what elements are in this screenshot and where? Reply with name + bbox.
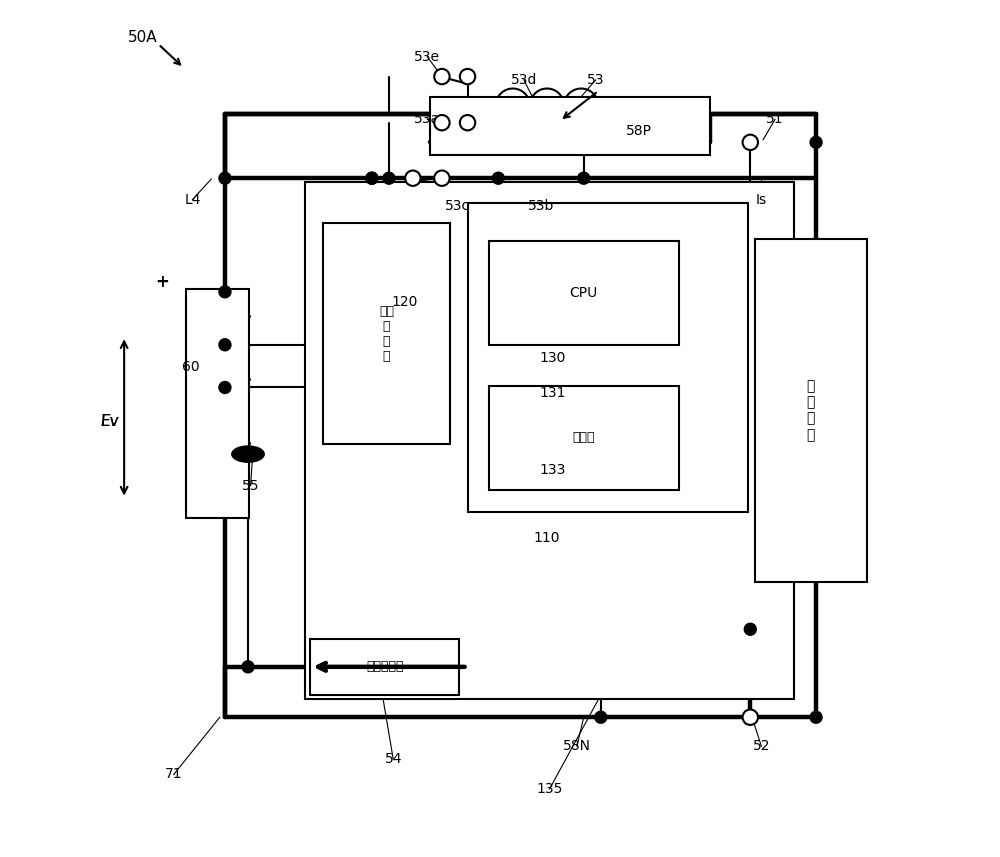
Circle shape (366, 172, 378, 184)
Text: 53e: 53e (414, 50, 440, 64)
Circle shape (492, 172, 504, 184)
Text: 53d: 53d (511, 73, 537, 87)
Bar (468, 203, 748, 512)
Circle shape (219, 286, 231, 297)
Text: 135: 135 (536, 782, 563, 796)
Text: Ev: Ev (100, 414, 119, 429)
Circle shape (366, 172, 378, 184)
Circle shape (383, 172, 395, 184)
Text: 60: 60 (182, 360, 200, 374)
Circle shape (743, 710, 758, 725)
Text: 50A: 50A (128, 30, 158, 45)
Text: +: + (156, 273, 170, 291)
Text: 120: 120 (391, 295, 418, 309)
Circle shape (810, 711, 822, 723)
Circle shape (434, 69, 450, 84)
Bar (305, 183, 794, 699)
Text: CPU: CPU (570, 285, 598, 300)
Bar (755, 239, 867, 582)
Text: Is: Is (756, 193, 767, 207)
Text: 54: 54 (384, 752, 402, 766)
Text: 52: 52 (753, 740, 770, 753)
Text: 电流检测部: 电流检测部 (366, 661, 403, 674)
Text: 53c: 53c (445, 200, 470, 213)
Text: L4: L4 (184, 193, 201, 207)
Circle shape (219, 172, 231, 184)
Bar (310, 639, 459, 695)
Text: 110: 110 (534, 530, 560, 545)
Bar (489, 241, 679, 345)
Text: 133: 133 (540, 463, 566, 476)
Text: 58N: 58N (563, 740, 591, 753)
Circle shape (460, 115, 475, 130)
Text: 71: 71 (165, 768, 182, 782)
Bar (430, 97, 710, 155)
Bar (489, 386, 679, 490)
Text: 53: 53 (587, 73, 604, 87)
Bar (186, 290, 249, 518)
Circle shape (595, 711, 607, 723)
Circle shape (434, 171, 450, 186)
Text: 58P: 58P (626, 124, 652, 138)
Ellipse shape (232, 446, 264, 462)
Bar (323, 224, 450, 444)
Text: 55: 55 (242, 479, 259, 493)
Text: 51: 51 (766, 112, 784, 126)
Text: 131: 131 (540, 386, 566, 399)
Text: 130: 130 (540, 351, 566, 365)
Circle shape (460, 69, 475, 84)
Text: 存储器: 存储器 (572, 431, 595, 445)
Circle shape (810, 136, 822, 148)
Circle shape (744, 623, 756, 635)
Text: Ev: Ev (100, 414, 119, 429)
Circle shape (242, 661, 254, 673)
Circle shape (405, 171, 421, 186)
Text: 短
路
物
体: 短 路 物 体 (807, 380, 815, 442)
Text: 53a: 53a (414, 112, 440, 126)
Text: 电压
检
测
部: 电压 检 测 部 (379, 305, 394, 363)
Text: 53b: 53b (528, 200, 554, 213)
Circle shape (743, 135, 758, 150)
Circle shape (219, 381, 231, 393)
Circle shape (434, 115, 450, 130)
Circle shape (578, 172, 590, 184)
Circle shape (219, 339, 231, 351)
